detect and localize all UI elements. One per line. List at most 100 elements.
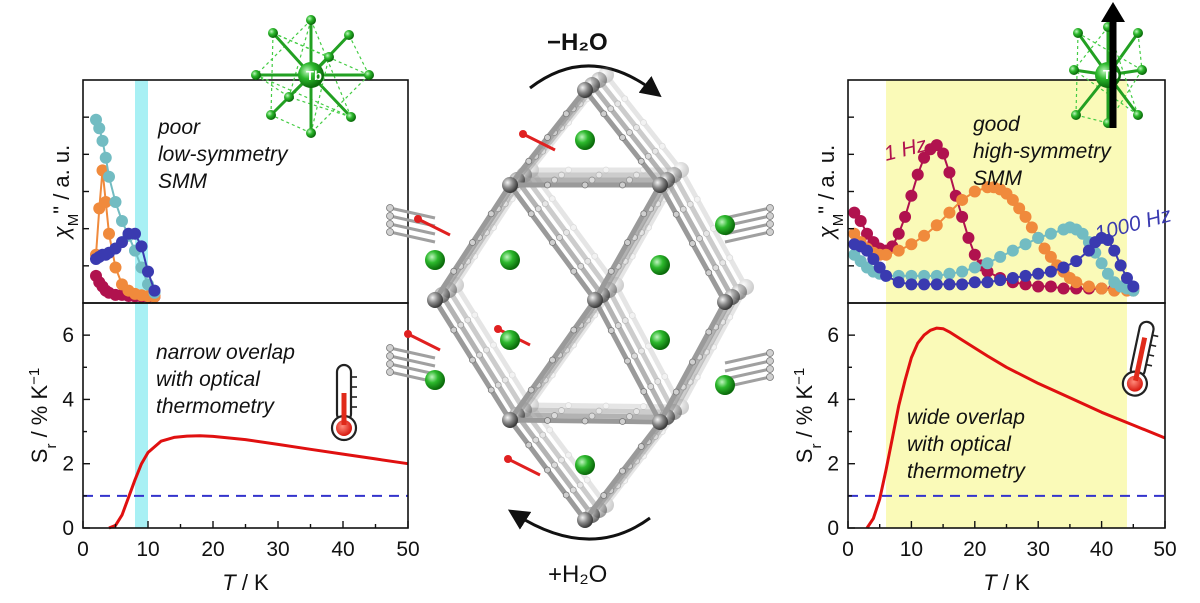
left-chi-point	[116, 215, 128, 228]
framework-atom	[546, 426, 554, 434]
left-chi-frame	[82, 79, 409, 304]
left-x-tick-label: 0	[77, 538, 89, 561]
framework-atom	[595, 171, 603, 179]
framework-atom	[637, 443, 645, 450]
left-chi-point	[148, 284, 161, 297]
framework-atom	[469, 356, 476, 364]
framework-atom	[483, 346, 490, 354]
framework-tb-atom	[650, 255, 670, 275]
framework-bond	[528, 167, 619, 288]
right-chi-point	[1082, 280, 1095, 293]
left-chi-point	[109, 196, 122, 209]
framework-atom	[565, 451, 572, 459]
right-chi-point	[1044, 250, 1057, 263]
right-chi-point	[968, 185, 981, 198]
framework-atom	[544, 417, 551, 424]
framework-atom	[576, 481, 584, 489]
framework-atom	[621, 317, 629, 324]
framework-atom	[614, 322, 622, 329]
polyhedron-body	[1069, 22, 1147, 128]
right-chi-axis-label: χM" / a. u.	[814, 145, 847, 240]
framework-atom	[551, 461, 558, 469]
polyhedron-ligand-atom	[324, 52, 334, 62]
framework-atom	[672, 210, 680, 218]
framework-ligand-arm	[724, 367, 771, 381]
left-y-tick-label: 6	[62, 324, 74, 347]
tb-coordination-polyhedron-right	[1069, 22, 1147, 128]
framework-atom	[640, 119, 647, 126]
right-chi-point	[962, 231, 975, 244]
framework-atom	[705, 328, 713, 336]
right-x-axis-label-t: T	[983, 570, 998, 595]
framework-tb-atom	[650, 330, 670, 350]
polyhedron-edge	[255, 74, 352, 118]
right-sr-axis-label-part: r	[808, 444, 825, 449]
polyhedron-edge	[288, 19, 312, 98]
framework-atom	[766, 220, 774, 228]
left-sr-axis-label-part: −1	[26, 368, 43, 385]
framework-atom	[539, 431, 547, 439]
polyhedron-edge	[270, 32, 274, 116]
framework-atom	[693, 195, 701, 203]
framework-atom	[696, 235, 703, 242]
right-x-tick-label: 20	[963, 538, 986, 561]
framework-atom	[581, 181, 589, 189]
framework-metal-node	[427, 292, 443, 308]
framework-atom	[583, 476, 591, 484]
framework-metal-node	[652, 414, 668, 430]
right-chi-point	[1101, 267, 1114, 280]
polyhedron-edge	[1073, 69, 1139, 116]
framework-atom	[679, 205, 687, 213]
framework-atom	[476, 351, 483, 359]
framework-atom	[672, 388, 680, 396]
framework-atom	[624, 239, 631, 246]
framework-atom	[626, 413, 633, 420]
right-sr-note-line1: wide overlap	[907, 406, 1025, 429]
left-x-tick-label: 40	[331, 538, 354, 561]
framework-atom	[644, 152, 652, 160]
framework-atom	[633, 124, 640, 131]
right-chi-point	[854, 215, 867, 228]
left-sr-curve	[108, 434, 409, 530]
framework-ligand-arm	[389, 346, 436, 360]
left-chi-note: poor low-symmetry SMM	[157, 116, 289, 193]
right-chi-point	[1127, 280, 1140, 293]
framework-atom	[386, 220, 394, 228]
framework-atom	[386, 212, 394, 220]
right-chi-series-4	[848, 231, 1140, 293]
framework-metal-node	[577, 82, 593, 98]
left-sr-note-line2: with optical	[156, 368, 261, 391]
framework-atom	[595, 407, 603, 415]
right-chi-point	[867, 253, 880, 266]
left-x-tick-label: 30	[266, 538, 289, 561]
right-chi-point	[1019, 269, 1032, 282]
left-sr-note-line3: thermometry	[156, 395, 275, 418]
right-chi-point	[918, 151, 931, 164]
left-chi-point	[142, 265, 154, 278]
right-sr-axis-label: Sr / % K−1	[791, 368, 825, 463]
right-chi-point	[1019, 238, 1032, 251]
framework-atom	[525, 157, 533, 165]
framework-atom	[631, 352, 638, 360]
right-chi-point	[943, 267, 956, 280]
framework-atom	[584, 257, 592, 265]
framework-atom	[766, 373, 774, 381]
right-chi-point	[1044, 265, 1057, 278]
framework-atom	[726, 254, 734, 262]
right-chi-axis-label-part: χ	[814, 225, 839, 240]
framework-atom	[602, 402, 610, 410]
framework-water-bond	[417, 217, 451, 237]
framework-atom	[640, 210, 648, 218]
framework-bond	[678, 284, 749, 410]
left-x-tick-label: 10	[136, 538, 159, 561]
polyhedron-edge	[272, 32, 330, 58]
framework-atom	[689, 240, 696, 247]
right-chi-point	[1038, 242, 1051, 255]
right-chi-point	[873, 261, 886, 274]
framework-atom	[626, 176, 633, 184]
framework-ligand-arm	[724, 359, 771, 373]
left-chi-point	[109, 261, 122, 274]
right-sr-curve	[865, 326, 1166, 529]
left-x-axis-label: T / K	[222, 570, 269, 595]
framework-atom	[640, 388, 648, 395]
